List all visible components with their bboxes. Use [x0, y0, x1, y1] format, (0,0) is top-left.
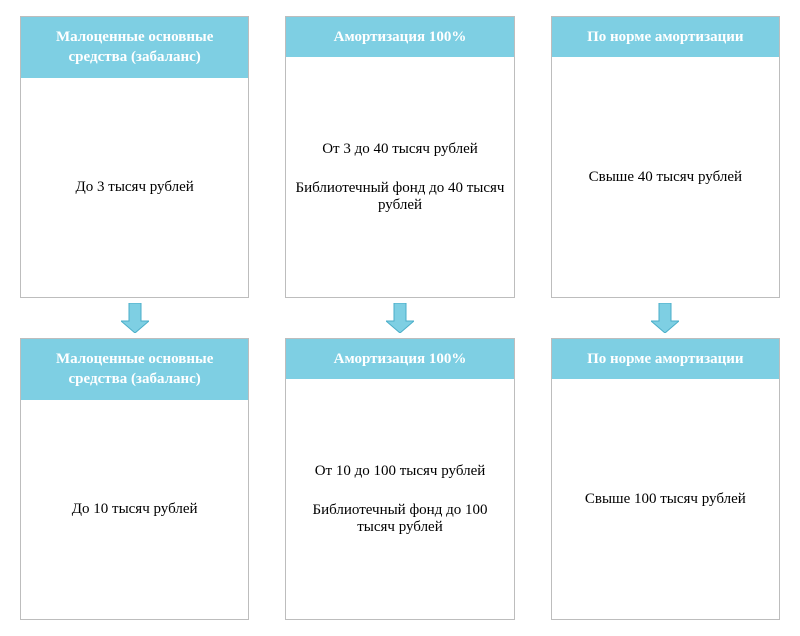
card-body: От 3 до 40 тысяч рублей Библиотечный фон… — [286, 57, 513, 297]
card-body-line: Библиотечный фонд до 100 тысяч рублей — [294, 502, 505, 536]
card-header: Амортизация 100% — [286, 17, 513, 57]
card-body-line: Свыше 100 тысяч рублей — [585, 491, 746, 508]
card-body-line: Библиотечный фонд до 40 тысяч рублей — [294, 180, 505, 214]
card-body-line: От 10 до 100 тысяч рублей — [315, 463, 486, 480]
arrow-cell-c3 — [551, 298, 780, 338]
card-r2c1: Малоценные основные средства (забаланс) … — [20, 338, 249, 620]
card-r1c2: Амортизация 100% От 3 до 40 тысяч рублей… — [285, 16, 514, 298]
card-body: Свыше 100 тысяч рублей — [552, 379, 779, 619]
card-body-line: От 3 до 40 тысяч рублей — [322, 141, 478, 158]
arrow-down-icon — [386, 303, 414, 333]
card-header: По норме амортизации — [552, 17, 779, 57]
card-header: Амортизация 100% — [286, 339, 513, 379]
card-header: По норме амортизации — [552, 339, 779, 379]
card-body: Свыше 40 тысяч рублей — [552, 57, 779, 297]
arrow-down-icon — [121, 303, 149, 333]
card-body: От 10 до 100 тысяч рублей Библиотечный ф… — [286, 379, 513, 619]
card-body: До 10 тысяч рублей — [21, 400, 248, 620]
card-body-line: До 10 тысяч рублей — [72, 501, 198, 518]
diagram-grid: Малоценные основные средства (забаланс) … — [20, 16, 780, 620]
arrow-cell-c2 — [285, 298, 514, 338]
card-body-line: До 3 тысяч рублей — [76, 179, 194, 196]
arrow-down-icon — [651, 303, 679, 333]
card-r2c3: По норме амортизации Свыше 100 тысяч руб… — [551, 338, 780, 620]
card-body-line: Свыше 40 тысяч рублей — [589, 169, 742, 186]
card-r1c1: Малоценные основные средства (забаланс) … — [20, 16, 249, 298]
card-r2c2: Амортизация 100% От 10 до 100 тысяч рубл… — [285, 338, 514, 620]
card-header: Малоценные основные средства (забаланс) — [21, 339, 248, 400]
arrow-cell-c1 — [20, 298, 249, 338]
card-r1c3: По норме амортизации Свыше 40 тысяч рубл… — [551, 16, 780, 298]
card-body: До 3 тысяч рублей — [21, 78, 248, 298]
card-header: Малоценные основные средства (забаланс) — [21, 17, 248, 78]
